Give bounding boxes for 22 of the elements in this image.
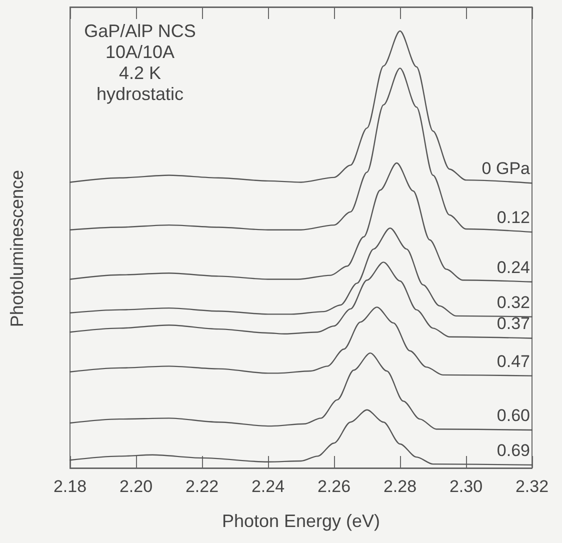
x-tick-label: 2.22 [185, 477, 219, 496]
x-tick-label: 2.24 [251, 477, 285, 496]
series-label: 0.32 [496, 292, 530, 312]
series-label: 0.47 [496, 352, 530, 371]
series-label: 0.37 [496, 314, 530, 334]
annotation: GaP/AlP NCS [84, 21, 196, 41]
x-tick-label: 2.20 [119, 477, 153, 496]
x-tick-label: 2.26 [317, 477, 351, 496]
series-label: 0.60 [496, 406, 530, 425]
series-label: 0 GPa [482, 159, 531, 178]
annotation: 10A/10A [105, 42, 175, 62]
series-label: 0.12 [496, 208, 530, 228]
x-tick-label: 2.18 [53, 477, 87, 496]
series-label: 0.69 [496, 440, 530, 460]
x-tick-label: 2.32 [515, 477, 549, 496]
y-axis-title: Photoluminescence [7, 170, 27, 328]
x-tick-label: 2.28 [383, 477, 417, 496]
series-label: 0.24 [496, 258, 530, 277]
annotation: 4.2 K [118, 63, 162, 83]
x-axis-title: Photon Energy (eV) [222, 511, 380, 531]
x-tick-label: 2.30 [449, 477, 483, 496]
annotation: hydrostatic [96, 84, 184, 104]
